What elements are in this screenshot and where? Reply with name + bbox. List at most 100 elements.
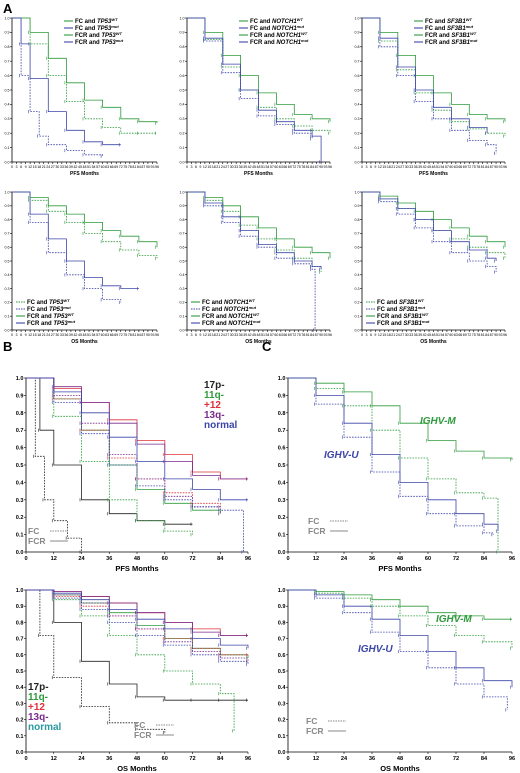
- x-tick-label: 27: [51, 165, 55, 169]
- y-tick-label: 0.3: [16, 498, 24, 504]
- y-tick-label: 0.7: [16, 428, 24, 434]
- x-tick-label: 51: [261, 333, 265, 337]
- y-tick-label: 1.0: [278, 376, 286, 382]
- km-curve-green-fcr: [12, 17, 158, 124]
- x-tick-label: 9: [374, 333, 376, 337]
- y-tick-label: 0.9: [180, 204, 185, 208]
- x-tick-label: 15: [382, 165, 386, 169]
- x-tick-label: 45: [252, 165, 256, 169]
- x-tick-label: 57: [270, 333, 274, 337]
- x-tick-label: 30: [55, 165, 59, 169]
- x-tick-label: 24: [46, 333, 50, 337]
- legend-entry: FCR and NOTCH1WT: [202, 312, 260, 320]
- x-tick-label: 27: [51, 333, 55, 337]
- y-tick-label: 0.6: [278, 446, 286, 452]
- x-tick-label: 0: [186, 165, 188, 169]
- y-tick-label: 0.0: [355, 328, 360, 332]
- y-tick-label: 0.6: [180, 74, 185, 78]
- y-tick-label: 0.4: [180, 103, 185, 107]
- y-tick-label: 0.5: [180, 259, 185, 263]
- legend-entry: FCR and NOTCH1mut: [202, 319, 261, 327]
- km-curve-green-fc: [288, 589, 513, 649]
- x-tick-label: 9: [25, 333, 27, 337]
- y-tick-label: 0.4: [16, 685, 25, 691]
- x-tick-label: 6: [195, 165, 197, 169]
- x-tick-label: 24: [341, 556, 348, 562]
- y-tick-label: 1.0: [355, 190, 360, 194]
- x-tick-label: 57: [96, 165, 100, 169]
- legend-entry: FC and SF3B1mut: [425, 24, 474, 32]
- y-tick-label: 0.9: [355, 204, 360, 208]
- x-tick-label: 42: [73, 165, 77, 169]
- y-tick-label: 0.9: [355, 31, 360, 35]
- x-tick-label: 3: [16, 165, 18, 169]
- y-tick-label: 0.1: [16, 734, 24, 740]
- km-curve-green-fcr: [12, 191, 158, 248]
- x-tick-label: 90: [146, 165, 150, 169]
- y-tick-label: 0.3: [180, 117, 185, 121]
- x-tick-label: 9: [199, 333, 201, 337]
- x-tick-label: 45: [252, 333, 256, 337]
- x-tick-label: 45: [78, 333, 82, 337]
- x-tick-label: 57: [96, 333, 100, 337]
- x-tick-label: 18: [212, 333, 216, 337]
- km-curve-blue-fc: [12, 17, 103, 157]
- legend-entry: FC and SF3B1WT: [425, 17, 472, 25]
- x-tick-label: 81: [481, 165, 485, 169]
- x-tick-label: 75: [297, 333, 301, 337]
- x-tick-label: 54: [440, 333, 444, 337]
- x-tick-label: 69: [463, 165, 467, 169]
- x-tick-label: 24: [78, 556, 85, 562]
- km-curve-black-fcr: [26, 377, 193, 525]
- x-tick-label: 30: [405, 165, 409, 169]
- km-curve-green-fcr: [288, 589, 512, 620]
- legend-entry: FC and SF3B1mut: [377, 305, 426, 313]
- x-tick-label: 33: [409, 333, 413, 337]
- x-tick-label: 15: [33, 333, 37, 337]
- x-tick-label: 15: [207, 333, 211, 337]
- panel-letter-a: A: [3, 1, 13, 16]
- x-tick-label: 42: [423, 333, 427, 337]
- y-tick-label: 0.1: [355, 146, 360, 150]
- x-tick-label: 33: [60, 165, 64, 169]
- km-curve-blue-fc: [26, 589, 249, 665]
- legend-entry: FCR and SF3B1mut: [377, 319, 430, 327]
- legend-entry: FC and SF3B1WT: [377, 298, 424, 306]
- y-tick-label: 0.1: [278, 734, 286, 740]
- x-tick-label: 75: [472, 333, 476, 337]
- y-tick-label: 0.9: [278, 393, 286, 399]
- y-tick-label: 0.1: [180, 314, 185, 318]
- x-tick-label: 12: [378, 333, 382, 337]
- group-label: 17p-: [28, 682, 49, 693]
- x-tick-label: 84: [137, 333, 141, 337]
- x-tick-label: 24: [221, 333, 225, 337]
- x-tick-label: 30: [55, 333, 59, 337]
- y-tick-label: 0.6: [5, 245, 10, 249]
- x-tick-label: 39: [418, 165, 422, 169]
- x-tick-label: 60: [274, 333, 278, 337]
- x-tick-label: 51: [436, 165, 440, 169]
- y-tick-label: 0.5: [278, 669, 286, 675]
- km-curve-green-fc: [12, 191, 158, 259]
- x-tick-label: 96: [328, 165, 332, 169]
- y-tick-label: 1.0: [16, 588, 24, 594]
- km-curve-blue-fc: [288, 377, 494, 535]
- y-tick-label: 0.1: [355, 314, 360, 318]
- group-label: +12: [28, 702, 45, 713]
- x-tick-label: 39: [243, 333, 247, 337]
- legend-entry: FC and TP53WT: [75, 17, 118, 25]
- x-tick-label: 27: [400, 165, 404, 169]
- group-label: 17p-: [204, 380, 225, 391]
- x-tick-label: 27: [225, 165, 229, 169]
- km-curve-blue-fc: [187, 191, 316, 330]
- x-axis-title: OS Months: [245, 339, 272, 345]
- y-tick-label: 0.2: [355, 131, 360, 135]
- x-tick-label: 48: [397, 556, 403, 562]
- legend-entry: FC and NOTCH1mut: [202, 305, 257, 313]
- x-tick-label: 12: [313, 556, 319, 562]
- y-tick-label: 0.4: [355, 273, 360, 277]
- group-label: normal: [28, 722, 62, 733]
